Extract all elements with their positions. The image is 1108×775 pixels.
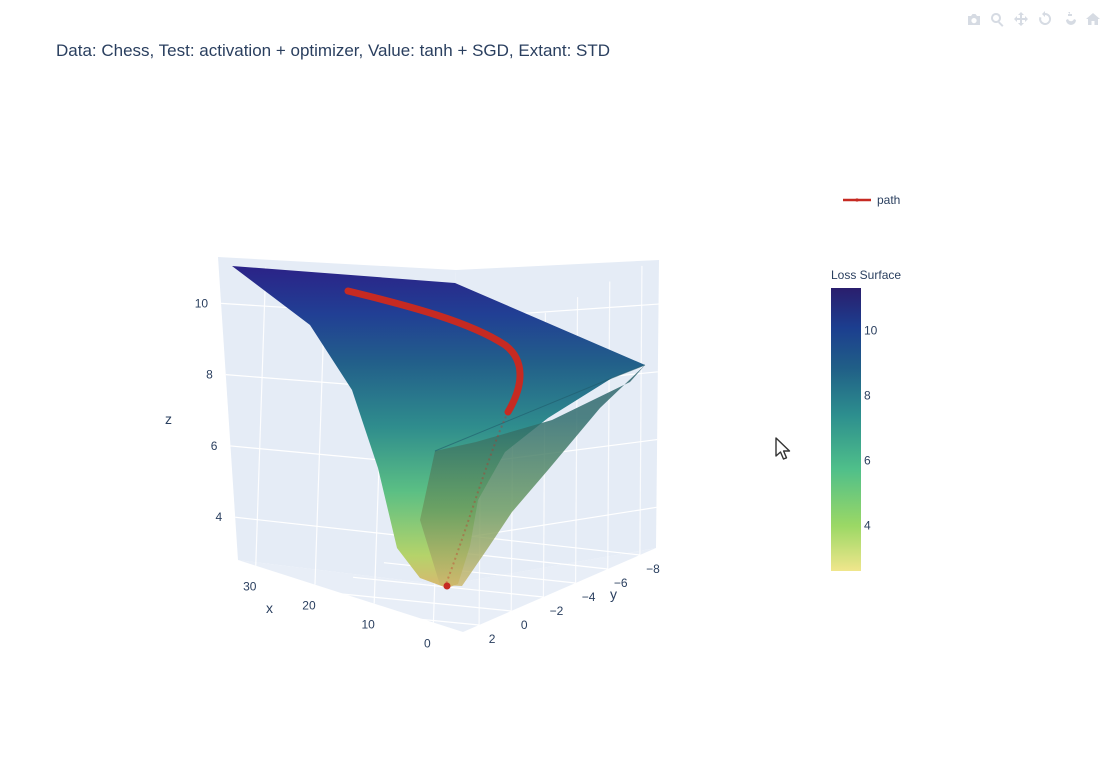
floor-pane — [238, 548, 656, 632]
colorbar-gradient — [831, 288, 861, 571]
y-axis-title: y — [610, 586, 617, 602]
colorbar-ticks: 4 6 8 10 — [864, 323, 878, 532]
path-end-point — [443, 582, 451, 590]
x-tick-label: 30 — [243, 580, 257, 594]
surface-right-flap — [420, 283, 645, 586]
x-axis-ticks: 30 20 10 0 — [243, 580, 431, 651]
colorbar-title: Loss Surface — [831, 268, 901, 282]
z-tick-label: 10 — [195, 296, 209, 310]
y-tick-label: −2 — [550, 604, 564, 618]
legend-path-marker — [855, 198, 859, 202]
path-faint-descent — [445, 411, 509, 585]
legend[interactable]: path — [843, 193, 900, 207]
x-tick-label: 0 — [424, 637, 431, 651]
loss-surface — [232, 266, 646, 588]
path-trace — [344, 287, 524, 590]
z-axis-ticks: 4 6 8 10 — [195, 296, 223, 524]
camera-icon[interactable] — [964, 10, 982, 28]
y-tick-label: 0 — [521, 618, 528, 632]
z-tick-label: 6 — [211, 439, 218, 453]
mouse-cursor-icon — [774, 436, 792, 467]
chart-title: Data: Chess, Test: activation + optimize… — [56, 41, 610, 60]
home-icon[interactable] — [1084, 10, 1102, 28]
x-tick-label: 20 — [302, 599, 316, 613]
y-tick-label: −6 — [614, 576, 628, 590]
surface-main — [232, 266, 645, 588]
z-tick-label: 8 — [206, 368, 213, 382]
colorbar-tick-label: 6 — [864, 453, 871, 467]
colorbar-tick-label: 10 — [864, 323, 878, 337]
x-axis-title: x — [266, 600, 273, 616]
y-tick-label: −4 — [582, 590, 596, 604]
y-axis-ticks: −8 −6 −4 −2 0 2 — [489, 562, 660, 646]
colorbar-tick-label: 4 — [864, 518, 871, 532]
y-tick-label: 2 — [489, 632, 496, 646]
colorbar: Loss Surface 4 6 8 10 — [831, 268, 901, 571]
turntable-rotation-icon[interactable] — [1060, 10, 1078, 28]
legend-path-label: path — [877, 193, 900, 207]
z-tick-label: 4 — [215, 510, 222, 524]
y-tick-label: −8 — [646, 562, 660, 576]
z-axis-title: z — [165, 411, 172, 427]
path-line — [344, 287, 524, 416]
pan-icon[interactable] — [1012, 10, 1030, 28]
zoom-icon[interactable] — [988, 10, 1006, 28]
surface-ridge — [434, 364, 646, 452]
colorbar-tick-label: 8 — [864, 388, 871, 402]
orbit-rotation-icon[interactable] — [1036, 10, 1054, 28]
x-tick-label: 10 — [362, 618, 376, 632]
modebar — [964, 10, 1102, 28]
